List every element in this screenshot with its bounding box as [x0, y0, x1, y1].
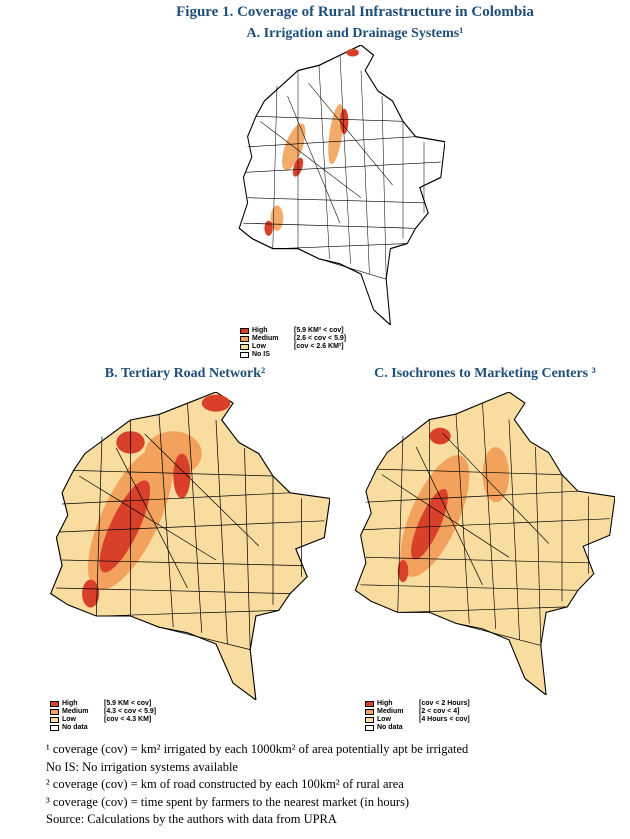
legend-swatch	[50, 709, 59, 715]
figure-title: Figure 1. Coverage of Rural Infrastructu…	[176, 4, 534, 20]
map-roads	[49, 392, 330, 700]
footnotes: ¹ coverage (cov) = km² irrigated by each…	[46, 741, 468, 829]
legend-item: High [5.9 KM² < cov]	[240, 327, 346, 335]
legend-item: Low [cov < 4.3 KM]	[50, 716, 156, 724]
legend-swatch	[240, 328, 249, 334]
legend-item: High [5.9 KM < cov]	[50, 700, 156, 708]
legend-label: Low	[62, 716, 76, 723]
legend-label: Low	[377, 716, 391, 723]
legend-item: Medium [2.6 < cov < 5.9]	[240, 335, 346, 343]
legend-item: No IS	[240, 351, 346, 359]
legend-label: High	[377, 700, 393, 707]
legend-label: Medium	[377, 708, 404, 715]
legend-label: No IS	[252, 351, 270, 358]
legend-range: [2 < cov < 4]	[419, 708, 460, 715]
legend-swatch	[50, 725, 59, 731]
legend-label: No data	[62, 724, 88, 731]
legend-range: [4 Hours < cov]	[419, 716, 470, 723]
legend-item: High [cov < 2 Hours]	[365, 700, 470, 708]
legend-swatch	[365, 725, 374, 731]
legend-range: [cov < 2 Hours]	[419, 700, 470, 707]
legend: High [5.9 KM² < cov] Medium [2.6 < cov < 5.…	[240, 327, 346, 359]
legend-item: Low [cov < 2.6 KM²]	[240, 343, 346, 351]
legend-item: No data	[365, 724, 470, 732]
legend-range: [5.9 KM < cov]	[104, 700, 152, 707]
legend-item: Low [4 Hours < cov]	[365, 716, 470, 724]
legend-range: [5.9 KM² < cov]	[294, 327, 344, 334]
legend-item: Medium [4.3 < cov < 5.9]	[50, 708, 156, 716]
legend-item: Medium [2 < cov < 4]	[365, 708, 470, 716]
footnote: ² coverage (cov) = km of road constructe…	[46, 777, 404, 791]
legend-swatch	[240, 336, 249, 342]
footnote: Source: Calculations by the authors with…	[46, 812, 337, 826]
legend-item: No data	[50, 724, 156, 732]
legend-label: Low	[252, 343, 266, 350]
legend-label: Medium	[62, 708, 89, 715]
legend-swatch	[50, 717, 59, 723]
legend-swatch	[240, 352, 249, 358]
legend-range: [cov < 4.3 KM]	[104, 716, 152, 723]
legend-label: Medium	[252, 335, 279, 342]
legend: High [5.9 KM < cov] Medium [4.3 < cov < 5.9…	[50, 700, 156, 732]
panel-title: A. Irrigation and Drainage Systems¹	[246, 26, 464, 41]
legend-range: [2.6 < cov < 5.9]	[294, 335, 347, 342]
legend-range: [cov < 2.6 KM²]	[294, 343, 344, 350]
legend-swatch	[50, 701, 59, 707]
legend-swatch	[365, 701, 374, 707]
panel-title: C. Isochrones to Marketing Centers ³	[374, 366, 596, 381]
panel-title: B. Tertiary Road Network²	[104, 366, 266, 381]
map-irrigation	[237, 45, 445, 325]
footnote: ¹ coverage (cov) = km² irrigated by each…	[46, 742, 469, 756]
legend-range: [4.3 < cov < 5.9]	[104, 708, 157, 715]
legend-swatch	[365, 717, 374, 723]
legend-label: High	[62, 700, 78, 707]
legend-swatch	[365, 709, 374, 715]
legend: High [cov < 2 Hours] Medium [2 < cov < 4] Lo…	[365, 700, 470, 732]
legend-label: High	[252, 327, 268, 334]
legend-swatch	[240, 344, 249, 350]
legend-label: No data	[377, 724, 403, 731]
footnote: ³ coverage (cov) = time spent by farmers…	[46, 794, 410, 809]
map-isochrones	[353, 392, 615, 695]
footnote: No IS: No irrigation systems available	[46, 759, 238, 774]
